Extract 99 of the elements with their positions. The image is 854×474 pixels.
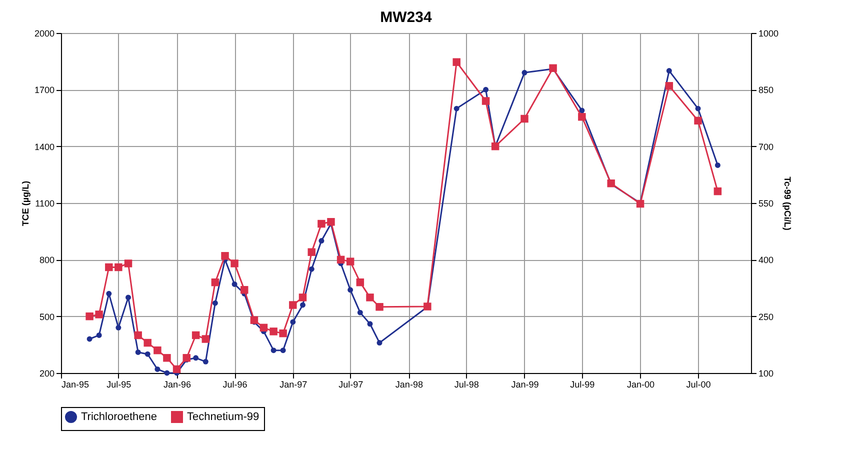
point [578, 112, 586, 121]
legend-label: Trichloroethene [81, 411, 158, 423]
point [298, 294, 307, 302]
point [86, 336, 92, 342]
point [327, 218, 335, 226]
x-tick-label: Jan-95 [62, 380, 90, 390]
point [211, 278, 220, 286]
point [483, 86, 489, 92]
y2-tick-label: 250 [758, 312, 774, 322]
y-tick-label: 800 [39, 255, 54, 266]
point [126, 294, 131, 300]
y-tick-label: 1700 [34, 85, 54, 96]
y2-tick-label: 400 [758, 255, 774, 266]
x-tick-label: Jul-96 [222, 380, 248, 390]
point [318, 220, 326, 228]
y2-tick-label: 700 [758, 142, 774, 152]
point [695, 106, 701, 112]
point [154, 346, 162, 354]
point [714, 187, 722, 196]
point [336, 256, 345, 264]
point [346, 258, 354, 266]
point [144, 338, 152, 347]
y2-tick-label: 100 [758, 368, 774, 378]
point [172, 365, 181, 374]
y2-tick-label: 850 [758, 85, 774, 96]
point [116, 324, 122, 330]
point [202, 335, 210, 343]
point [240, 286, 248, 294]
point [86, 312, 94, 320]
point [666, 68, 672, 74]
point [164, 370, 170, 376]
point [376, 340, 382, 346]
point [520, 114, 528, 123]
point [124, 260, 132, 268]
y-tick-label: 200 [39, 368, 54, 378]
point [356, 278, 364, 286]
point [232, 281, 238, 287]
y-axis-title: TCE (µg/L) [20, 180, 30, 226]
x-tick-label: Jul-98 [454, 380, 479, 390]
point [154, 366, 160, 372]
point [96, 332, 102, 338]
x-tick-label: Jan-97 [280, 380, 308, 390]
chart-title: MW234 [380, 9, 432, 26]
point [522, 70, 528, 76]
point [144, 351, 150, 357]
x-tick-label: Jan-99 [511, 380, 539, 390]
y-tick-label: 500 [39, 312, 54, 322]
point [280, 348, 286, 354]
point [230, 260, 238, 268]
point [308, 266, 314, 272]
x-tick-label: Jan-00 [627, 380, 655, 390]
point [454, 106, 460, 112]
x-tick-label: Jan-96 [164, 380, 192, 390]
y-tick-label: 2000 [34, 28, 54, 38]
x-tick-label: Jan-98 [395, 380, 423, 390]
point [221, 252, 229, 260]
x-tick-label: Jul-97 [338, 380, 364, 390]
point [260, 324, 268, 332]
legend-label: Technetium-99 [187, 411, 260, 423]
point [270, 328, 278, 336]
y-tick-label: 1400 [34, 142, 54, 152]
y2-axis-title: Tc-99 (pCi/L) [782, 176, 793, 230]
point [714, 162, 720, 168]
point [106, 290, 112, 296]
point [366, 294, 374, 302]
point [114, 263, 122, 272]
point [135, 349, 141, 355]
x-tick-label: Jul-95 [106, 380, 132, 390]
point [308, 248, 316, 256]
point [694, 116, 702, 125]
point [290, 319, 296, 325]
x-tick-label: Jul-99 [570, 380, 595, 390]
point [250, 316, 258, 324]
point [193, 355, 199, 361]
point [163, 354, 171, 362]
point [357, 310, 363, 316]
point [270, 348, 276, 354]
point [289, 301, 297, 309]
point [279, 329, 287, 338]
x-tick-label: Jul-00 [686, 380, 711, 390]
point [348, 287, 354, 293]
point [665, 82, 674, 90]
y2-tick-label: 550 [758, 198, 774, 208]
point [579, 108, 585, 114]
point [105, 263, 113, 272]
point [376, 303, 384, 311]
point [367, 321, 373, 327]
point [300, 302, 306, 308]
point [318, 238, 324, 244]
point [212, 300, 218, 306]
point [182, 354, 190, 362]
point [452, 58, 460, 66]
y-tick-label: 1100 [35, 198, 54, 208]
y2-tick-label: 1000 [758, 28, 779, 38]
point [192, 331, 200, 340]
point [95, 310, 103, 318]
point [482, 97, 490, 105]
point [202, 358, 208, 364]
point [134, 331, 142, 340]
